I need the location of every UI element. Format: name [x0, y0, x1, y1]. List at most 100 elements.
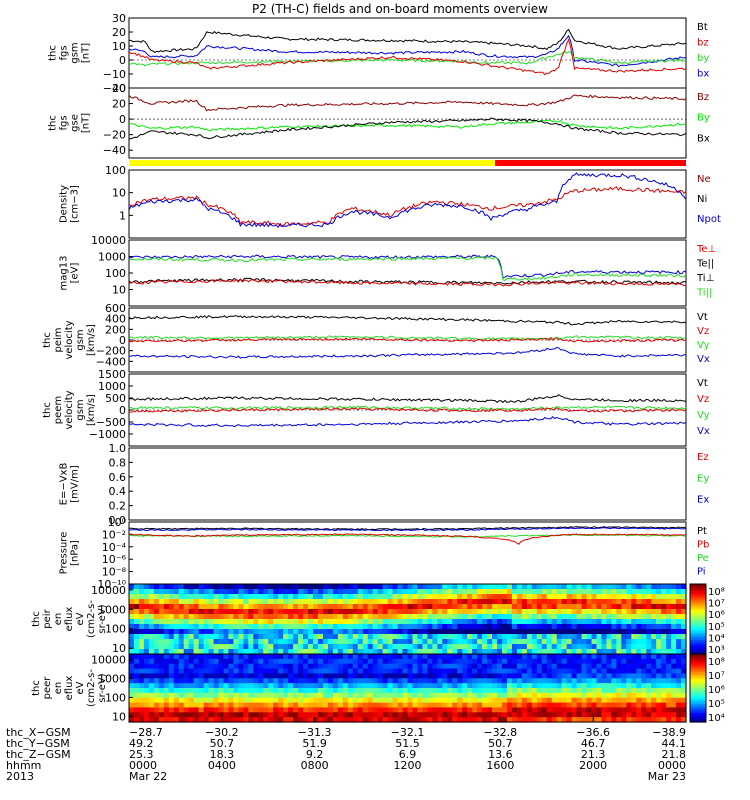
spectrogram-cell [193, 644, 200, 650]
spectrogram-cell [576, 702, 583, 709]
y-tick-label: −40 [103, 144, 126, 157]
spectrogram-cell [173, 673, 180, 679]
spectrogram-cell [457, 654, 463, 660]
spectrogram-cell [313, 717, 319, 723]
spectrogram-cell [288, 697, 294, 704]
spectrogram-cell [203, 624, 210, 630]
spectrogram-cell [332, 624, 339, 630]
spectrogram-cell [303, 619, 309, 625]
spectrogram-cell [367, 673, 374, 679]
spectrogram-cell [591, 614, 598, 620]
spectrogram-cell [382, 673, 389, 679]
colorbar-segment [690, 654, 706, 657]
spectrogram-cell [382, 639, 389, 645]
spectrogram-cell [452, 668, 458, 675]
colorbar-segment [690, 621, 706, 625]
spectrogram-cell [636, 604, 642, 610]
spectrogram-cell [556, 599, 563, 605]
spectrogram-cell [188, 668, 195, 675]
spectrogram-cell [382, 584, 389, 590]
spectrogram-cell [472, 707, 478, 713]
spectrogram-cell [422, 702, 428, 709]
spectrogram-cell [402, 712, 409, 718]
spectrogram-cell [188, 683, 195, 689]
spectrogram-cell [377, 707, 384, 713]
spectrogram-cell [163, 614, 170, 620]
spectrogram-cell [163, 683, 170, 689]
series-line [128, 534, 687, 538]
spectrogram-cell [248, 683, 254, 689]
spectrogram-cell [332, 654, 339, 660]
legend-label: Vt [697, 378, 708, 389]
spectrogram-cell [193, 604, 200, 610]
spectrogram-cell [427, 692, 433, 699]
spectrogram-cell [536, 678, 543, 684]
spectrogram-cell [317, 639, 324, 645]
spectrogram-cell [541, 712, 548, 718]
spectrogram-cell [506, 668, 513, 675]
spectrogram-cell [163, 692, 170, 699]
spectrogram-cell [581, 658, 588, 665]
spectrogram-cell [516, 634, 523, 640]
spectrogram-cell [253, 712, 259, 718]
spectrogram-cell [387, 589, 394, 595]
spectrogram-cell [308, 594, 314, 600]
spectrogram-cell [442, 688, 448, 694]
spectrogram-cell [153, 697, 160, 704]
colorbar-segment [690, 633, 706, 636]
spectrogram-cell [681, 654, 687, 660]
spectrogram-cell [392, 619, 399, 625]
spectrogram-cell [516, 654, 523, 660]
spectrogram-cell [228, 619, 235, 625]
spectrogram-cell [556, 697, 563, 704]
spectrogram-cell [327, 604, 334, 610]
spectrogram-cell [293, 634, 299, 640]
spectrogram-cell [263, 624, 269, 630]
spectrogram-cell [472, 654, 478, 660]
y-tick-label: 10⁰ [108, 516, 127, 529]
spectrogram-cell [681, 692, 687, 699]
spectrogram-cell [531, 673, 538, 679]
spectrogram-cell [661, 614, 667, 620]
spectrogram-cell [382, 663, 389, 670]
spectrogram-cell [173, 658, 180, 665]
spectrogram-cell [412, 629, 419, 635]
spectrogram-cell [382, 614, 389, 620]
spectrogram-cell [178, 614, 185, 620]
spectrogram-cell [263, 692, 269, 699]
spectrogram-cell [327, 673, 334, 679]
series-line [128, 94, 687, 112]
spectrogram-cell [332, 639, 339, 645]
spectrogram-cell [317, 673, 324, 679]
spectrogram-cell [148, 604, 155, 610]
spectrogram-cell [143, 614, 150, 620]
spectrogram-cell [268, 663, 274, 670]
spectrogram-cell [631, 692, 637, 699]
spectrogram-cell [581, 584, 588, 590]
spectrogram-cell [497, 634, 503, 640]
spectrogram-cell [218, 663, 225, 670]
spectrogram-cell [153, 589, 160, 595]
spectrogram-cell [631, 639, 637, 645]
spectrogram-cell [536, 654, 543, 660]
spectrogram-cell [362, 629, 369, 635]
spectrogram-cell [601, 589, 608, 595]
spectrogram-cell [656, 604, 662, 610]
spectrogram-cell [293, 609, 299, 615]
legend-label: Te⊥ [696, 244, 716, 255]
spectrogram-cell [606, 663, 613, 670]
spectrogram-cell [397, 707, 404, 713]
spectrogram-cell [402, 589, 409, 595]
spectrogram-cell [158, 717, 165, 723]
spectrogram-cell [432, 594, 438, 600]
spectrogram-cell [422, 589, 428, 595]
spectrogram-cell [427, 599, 433, 605]
spectrogram-cell [193, 702, 200, 709]
spectrogram-cell [208, 599, 215, 605]
spectrogram-cell [646, 584, 652, 590]
spectrogram-cell [407, 609, 414, 615]
spectrogram-cell [268, 658, 274, 665]
spectrogram-cell [347, 668, 354, 675]
legend-label: Pb [697, 540, 709, 551]
spectrogram-cell [347, 649, 354, 655]
